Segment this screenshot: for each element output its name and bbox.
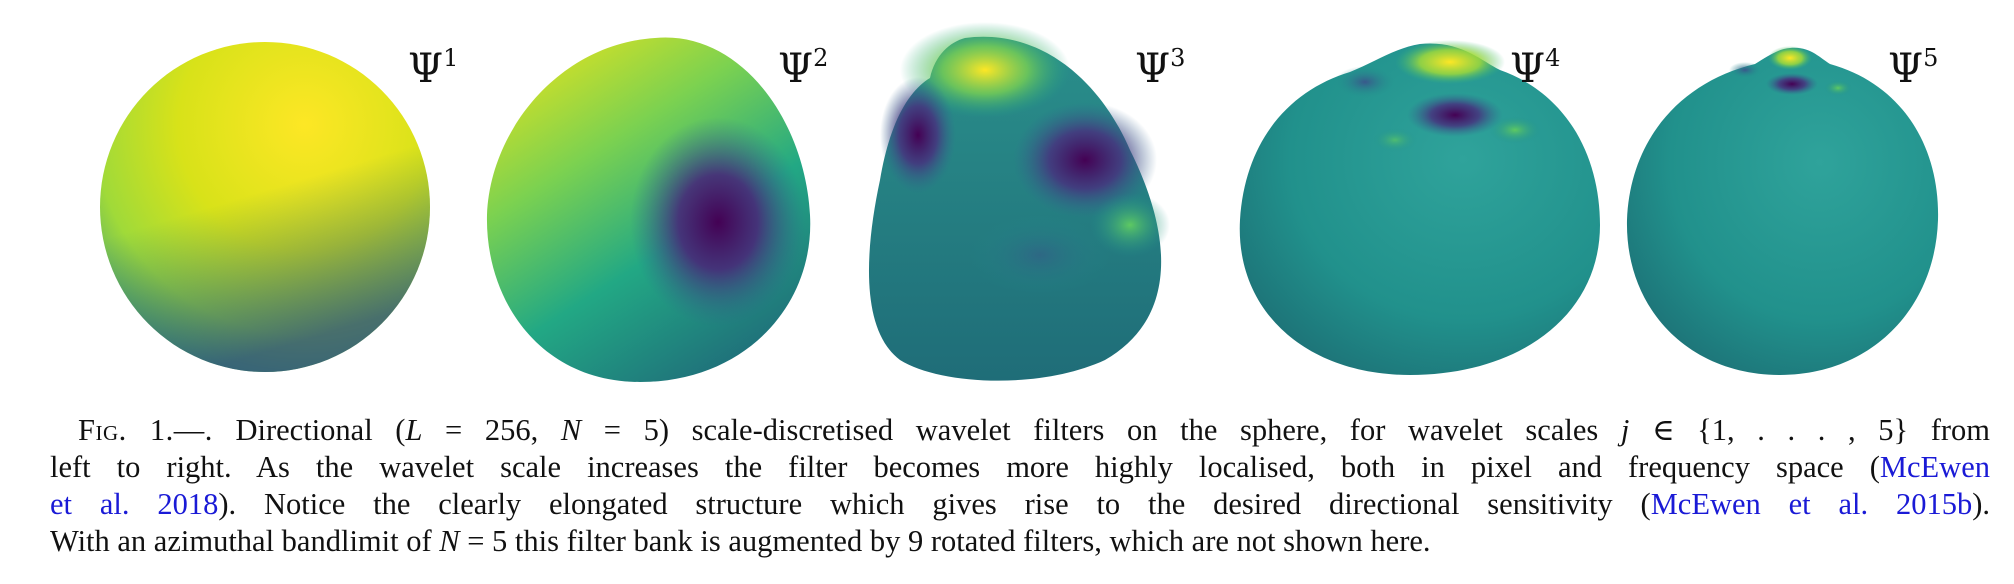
- wavelet-sphere-4: [1239, 40, 1600, 376]
- panel-label-psi-1: Ψ1: [408, 44, 459, 92]
- caption-line-3: et al. 2018). Notice the clearly elongat…: [50, 487, 1991, 521]
- panel-label-psi-3: Ψ3: [1135, 44, 1186, 92]
- caption-line-1: Fig. 1.—. Directional (L = 256, N = 5) s…: [78, 413, 1991, 447]
- panel-label-psi-2: Ψ2: [778, 44, 829, 92]
- wavelet-sphere-2: [486, 37, 811, 382]
- panel-label-psi-4: Ψ4: [1510, 44, 1561, 92]
- wavelet-spheres-graphic: [100, 22, 1939, 382]
- citation-link-mcewen-2015b[interactable]: McEwen et al. 2015b: [1650, 487, 1973, 521]
- figure-number: Fig. 1.—.: [78, 413, 213, 447]
- panel-label-psi-5: Ψ5: [1888, 44, 1939, 92]
- caption-line-4: With an azimuthal bandlimit of N = 5 thi…: [50, 524, 1431, 558]
- wavelet-sphere-3: [868, 22, 1170, 381]
- wavelet-sphere-5: [1626, 46, 1939, 375]
- citation-link-mcewen-2018-cont[interactable]: et al. 2018: [50, 487, 219, 521]
- wavelet-sphere-1: [100, 42, 430, 372]
- citation-link-mcewen-2018[interactable]: McEwen: [1879, 450, 1990, 484]
- figure-wavelet-filters: Ψ1 Ψ2 Ψ3 Ψ4 Ψ5: [100, 22, 1939, 382]
- figure-caption: Fig. 1.—. Directional (L = 256, N = 5) s…: [50, 412, 1990, 560]
- caption-line-2: left to right. As the wavelet scale incr…: [50, 450, 1990, 484]
